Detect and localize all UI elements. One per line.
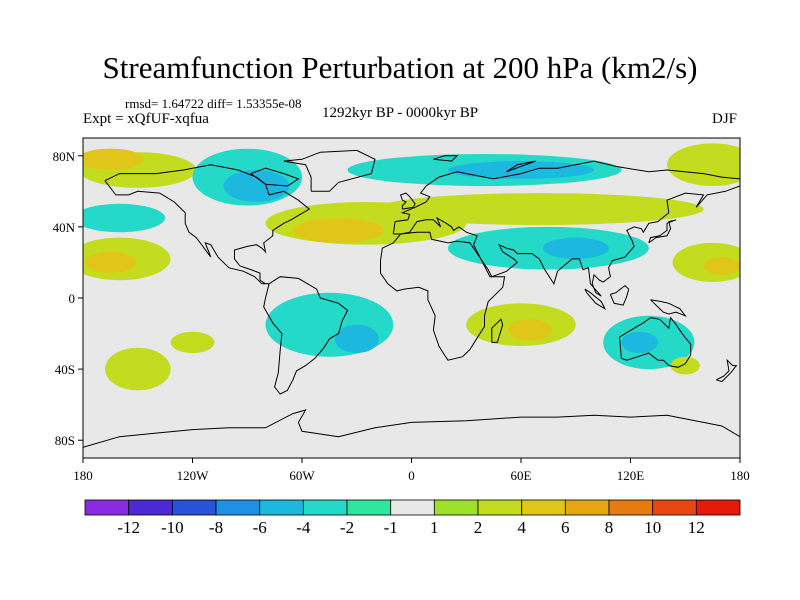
colorbar-label: -12: [117, 518, 140, 537]
colorbar-swatch: [695, 499, 741, 516]
colorbar-swatch: [128, 499, 173, 516]
colorbar-swatch: [302, 499, 348, 516]
field-spac-positive: [104, 347, 171, 391]
field-arctic-canada-core: [223, 170, 290, 202]
colorbar: -12 -10 -8 -6 -4 -2 -1 1 2 4 6 8 10 12: [84, 499, 741, 537]
plot-title: Streamfunction Perturbation at 200 hPa (…: [102, 50, 698, 85]
colorbar-swatch: [259, 499, 304, 516]
coastline-borneo: [609, 284, 630, 306]
colorbar-label: 10: [644, 518, 661, 537]
colorbar-label: -6: [253, 518, 267, 537]
colorbar-label: -1: [384, 518, 398, 537]
lat-tick-label: 80S: [55, 433, 75, 448]
stats-text: rmsd= 1.64722 diff= 1.53355e-08: [125, 96, 302, 111]
coastline-south-america: [263, 276, 349, 395]
coastline-sumatra: [584, 288, 607, 311]
coastline-uk: [399, 192, 416, 210]
colorbar-swatch: [84, 499, 130, 516]
colorbar-swatch: [346, 499, 392, 516]
coastline-madagascar: [491, 318, 504, 343]
colorbar-swatch: [171, 499, 217, 516]
field-npac-west-negative: [83, 203, 166, 233]
colorbar-swatch: [652, 499, 697, 516]
coastline-novaya: [506, 160, 536, 173]
colorbar-label: -2: [340, 518, 354, 537]
field-indian-core: [508, 319, 552, 341]
field-eurasia-band-positive: [375, 193, 704, 226]
coastline-new-zealand: [716, 358, 738, 383]
coastline-australia: [619, 316, 692, 368]
lon-tick-label: 60E: [511, 468, 532, 483]
colorbar-swatch: [477, 499, 523, 516]
coastline-svalbard: [433, 155, 459, 162]
coastline-north-america: [104, 164, 311, 285]
streamfunction-field: [83, 143, 740, 391]
field-asia-core: [542, 237, 609, 259]
colorbar-label: -8: [209, 518, 223, 537]
field-npac-arctic-core: [83, 148, 144, 170]
lon-tick-label: 180: [73, 468, 93, 483]
colorbar-label: -4: [296, 518, 311, 537]
colorbar-swatch: [390, 499, 435, 516]
lon-tick-label: 60W: [289, 468, 315, 483]
coastline-new-guinea: [650, 299, 687, 317]
lon-tick-label: 120E: [617, 468, 645, 483]
colorbar-swatch: [564, 499, 610, 516]
lon-tick-label: 180: [730, 468, 750, 483]
coastlines: [83, 149, 740, 448]
field-atl-band-core: [292, 218, 385, 243]
coastline-greenland: [283, 149, 376, 192]
colorbar-label: 1: [430, 518, 439, 537]
colorbar-label: 6: [561, 518, 570, 537]
lon-tick-label: 120W: [177, 468, 210, 483]
colorbar-label: 4: [517, 518, 526, 537]
field-atl-tropic-core: [334, 324, 379, 354]
field-nz-positive: [670, 356, 700, 375]
period-label: 1292kyr BP - 0000kyr BP: [322, 105, 479, 121]
colorbar-swatch: [608, 499, 654, 516]
coastline-antarctica: [83, 409, 740, 448]
field-aus-core: [621, 331, 658, 354]
map-background: [83, 138, 740, 458]
colorbar-swatch: [521, 499, 566, 516]
season-label: DJF: [712, 111, 738, 127]
colorbar-label: 2: [474, 518, 483, 537]
lon-tick-label: 0: [408, 468, 415, 483]
axis-ticks: 180 120W 60W 0 60E 120E 180 80N 40N 0 40S 80S: [53, 149, 750, 483]
field-spac-east-positive: [170, 331, 215, 354]
lat-tick-label: 0: [69, 291, 76, 306]
field-east-pac-core: [703, 257, 740, 275]
experiment-label: Expt = xQfUF-xqfua: [83, 111, 209, 127]
field-pac-tropic-core: [84, 251, 136, 274]
lat-tick-label: 40N: [53, 220, 76, 235]
coastline-africa: [380, 231, 506, 361]
colorbar-label: 12: [688, 518, 705, 537]
colorbar-swatch: [433, 499, 479, 516]
lat-tick-label: 40S: [55, 362, 75, 377]
colorbar-swatch: [215, 499, 261, 516]
field-npac-east-positive: [667, 143, 740, 186]
coastline-japan: [648, 219, 677, 244]
field-eurasia-arctic-core: [448, 161, 594, 179]
colorbar-label: 8: [605, 518, 614, 537]
lat-tick-label: 80N: [53, 149, 76, 164]
coastline-baffin: [249, 167, 300, 187]
colorbar-label: -10: [161, 518, 184, 537]
coastline-eurasia: [392, 160, 740, 297]
